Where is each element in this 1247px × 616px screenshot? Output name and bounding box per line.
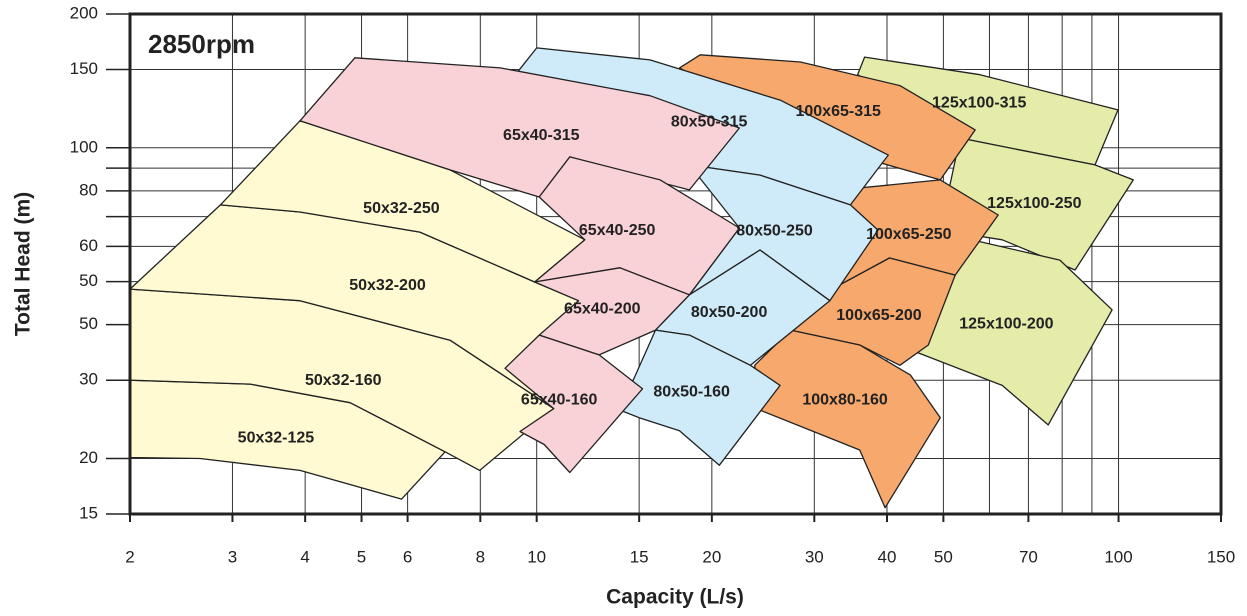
x-tick-label: 70	[1019, 547, 1038, 566]
region-label: 80x50-160	[653, 384, 730, 401]
region-label: 125x100-250	[987, 195, 1081, 212]
y-tick-label: 20	[79, 448, 98, 467]
region-label: 100x80-160	[802, 391, 888, 408]
y-tick-label: 30	[79, 370, 98, 389]
x-tick-label: 15	[630, 547, 649, 566]
region-label: 100x65-315	[795, 103, 881, 120]
x-tick-label: 20	[702, 547, 721, 566]
region-label: 65x40-160	[521, 392, 598, 409]
y-tick-label: 150	[70, 59, 98, 78]
region-label: 65x40-200	[564, 301, 641, 318]
x-tick-label: 100	[1104, 547, 1132, 566]
region-label: 65x40-250	[579, 222, 656, 239]
y-tick-label: 50	[79, 314, 98, 333]
region-label: 50x32-200	[349, 277, 426, 294]
region-label: 80x50-200	[691, 304, 768, 321]
region-label: 80x50-250	[736, 222, 813, 239]
region-label: 100x65-250	[866, 226, 952, 243]
region-label: 80x50-315	[671, 114, 748, 131]
region	[754, 329, 941, 509]
x-tick-label: 6	[403, 547, 412, 566]
x-tick-label: 150	[1207, 547, 1235, 566]
region-label: 50x32-125	[238, 429, 315, 446]
x-tick-label: 2	[125, 547, 134, 566]
region-label: 100x65-200	[836, 307, 922, 324]
region-label: 65x40-315	[503, 127, 580, 144]
x-tick-label: 4	[300, 547, 309, 566]
plot-frame	[128, 12, 1223, 516]
x-tick-label: 30	[805, 547, 824, 566]
region	[619, 329, 781, 466]
x-tick-label: 8	[476, 547, 485, 566]
y-tick-label: 200	[70, 3, 98, 22]
region	[504, 334, 644, 474]
x-axis-title: Capacity (L/s)	[606, 586, 744, 609]
x-tick-label: 40	[878, 547, 897, 566]
region-label: 125x100-200	[959, 316, 1053, 333]
y-tick-label: 15	[79, 503, 98, 522]
region-label: 50x32-160	[305, 372, 382, 389]
chart-title: 2850rpm	[148, 29, 255, 59]
x-tick-label: 3	[228, 547, 237, 566]
y-tick-label: 60	[79, 236, 98, 255]
y-tick-label: 50	[79, 271, 98, 290]
x-tick-label: 5	[357, 547, 366, 566]
region-label: 50x32-250	[363, 200, 440, 217]
x-tick-label: 10	[527, 547, 546, 566]
y-axis-title: Total Head (m)	[12, 192, 35, 336]
region	[299, 57, 741, 198]
y-tick-label: 80	[79, 180, 98, 199]
x-tick-label: 50	[934, 547, 953, 566]
y-tick-label: 100	[70, 137, 98, 156]
region-label: 125x100-315	[932, 94, 1026, 111]
